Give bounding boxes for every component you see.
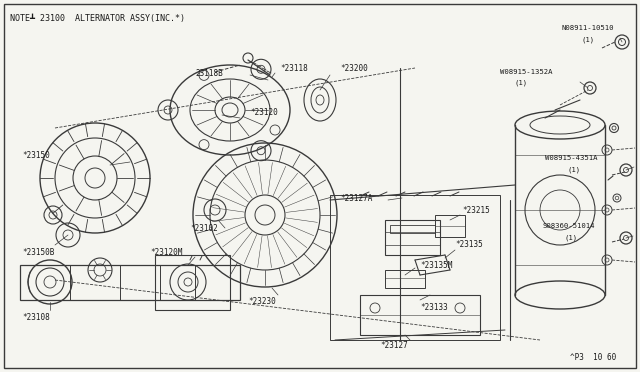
Bar <box>360 295 480 335</box>
Text: N08911-10510: N08911-10510 <box>562 25 614 31</box>
Text: *23135: *23135 <box>455 240 483 248</box>
Text: ^P3  10 60: ^P3 10 60 <box>570 353 616 362</box>
Text: *23230: *23230 <box>248 298 276 307</box>
Text: *23118: *23118 <box>280 64 308 73</box>
Text: *23127A: *23127A <box>340 193 372 202</box>
Text: *23108: *23108 <box>22 314 50 323</box>
Text: *23120M: *23120M <box>150 247 182 257</box>
Text: *23150B: *23150B <box>22 247 54 257</box>
Text: (1): (1) <box>582 37 595 43</box>
Bar <box>385 270 425 288</box>
Text: (1): (1) <box>515 80 528 86</box>
Text: *23127: *23127 <box>380 341 408 350</box>
Text: (1): (1) <box>565 235 578 241</box>
Text: W08915-1352A: W08915-1352A <box>500 69 552 75</box>
Text: *23120: *23120 <box>250 108 278 116</box>
Text: (1): (1) <box>568 167 581 173</box>
Bar <box>385 220 440 255</box>
Text: 23118B: 23118B <box>195 68 223 77</box>
Text: *23215: *23215 <box>462 205 490 215</box>
Text: NOTE┻ 23100  ALTERNATOR ASSY(INC.*): NOTE┻ 23100 ALTERNATOR ASSY(INC.*) <box>10 13 185 22</box>
Text: S08360-51014: S08360-51014 <box>543 223 595 229</box>
Bar <box>390 225 435 233</box>
Text: *23150: *23150 <box>22 151 50 160</box>
Bar <box>155 255 230 310</box>
Text: *23133: *23133 <box>420 304 448 312</box>
Bar <box>20 265 240 300</box>
Text: W08915-4351A: W08915-4351A <box>545 155 598 161</box>
Bar <box>330 195 500 340</box>
Bar <box>435 215 465 237</box>
Text: *23200: *23200 <box>340 64 368 73</box>
Text: *23102: *23102 <box>190 224 218 232</box>
Text: *23135M: *23135M <box>420 260 452 269</box>
